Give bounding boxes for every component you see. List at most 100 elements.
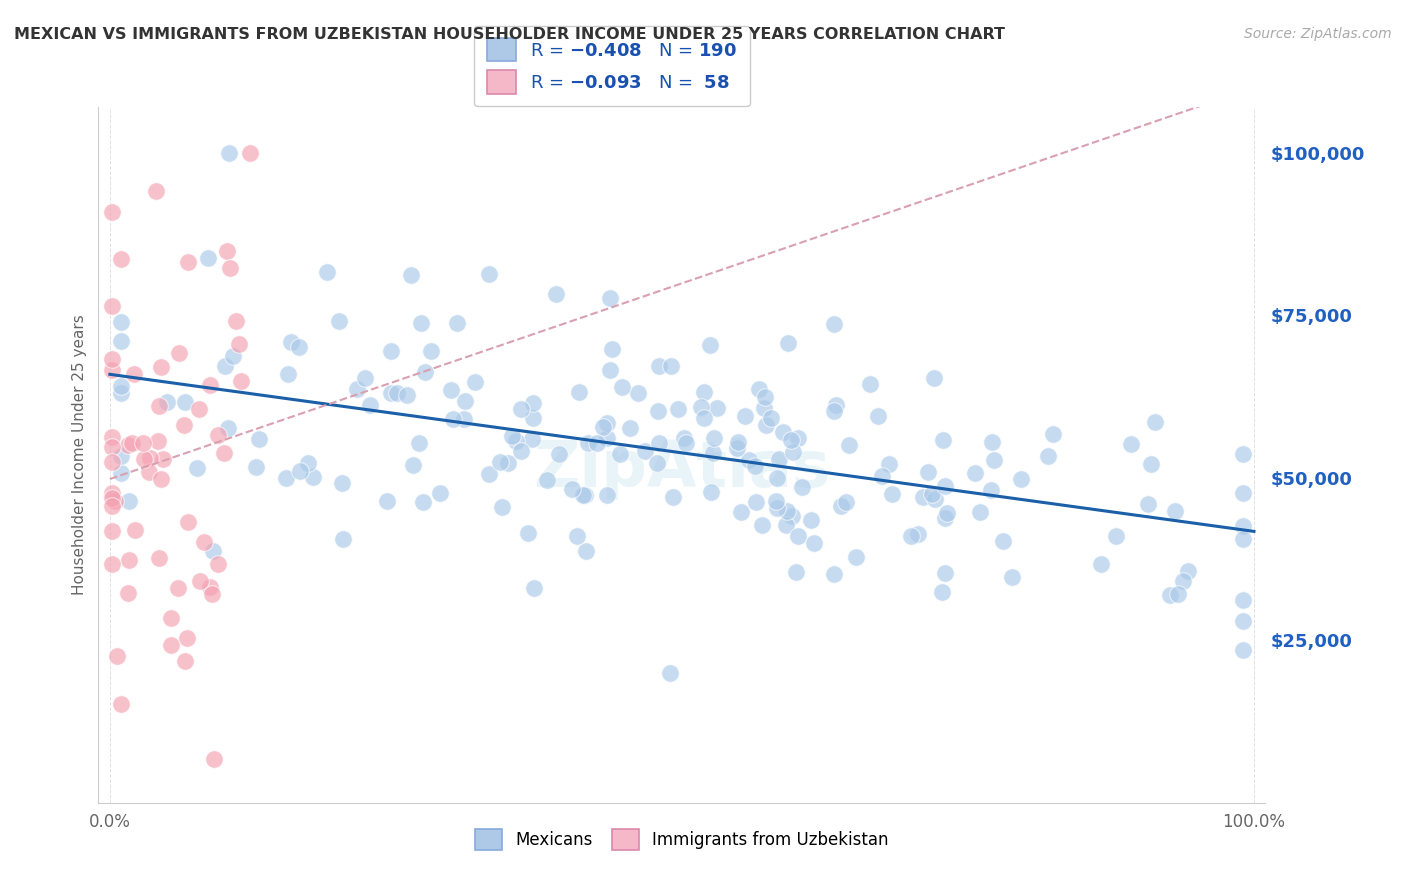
Point <box>785 565 807 579</box>
Point <box>214 446 236 460</box>
Point <box>218 145 240 160</box>
Point <box>207 428 229 442</box>
Point <box>105 648 128 663</box>
Point <box>786 431 808 445</box>
Point <box>983 453 1005 467</box>
Point <box>765 471 787 485</box>
Point <box>1171 574 1194 588</box>
Point <box>287 339 309 353</box>
Point <box>645 457 668 471</box>
Point <box>523 581 546 595</box>
Point <box>776 504 799 518</box>
Point <box>346 382 368 396</box>
Point <box>440 383 463 397</box>
Point <box>177 255 200 269</box>
Point <box>188 574 211 588</box>
Point <box>118 494 141 508</box>
Point <box>1144 415 1167 429</box>
Point <box>202 752 225 766</box>
Point <box>547 447 569 461</box>
Point <box>596 431 619 445</box>
Point <box>231 374 253 388</box>
Point <box>138 465 160 479</box>
Point <box>772 425 794 439</box>
Point <box>703 431 725 445</box>
Point <box>845 549 868 564</box>
Point <box>727 434 749 449</box>
Point <box>101 491 124 505</box>
Point <box>377 493 399 508</box>
Point <box>536 473 558 487</box>
Point <box>103 493 125 508</box>
Point <box>478 267 501 281</box>
Point <box>702 446 724 460</box>
Point <box>160 611 183 625</box>
Point <box>489 455 512 469</box>
Point <box>662 490 685 504</box>
Point <box>174 395 197 409</box>
Point <box>380 385 402 400</box>
Point <box>396 388 419 402</box>
Point <box>693 411 716 425</box>
Point <box>522 396 544 410</box>
Point <box>766 500 789 515</box>
Point <box>1140 457 1163 471</box>
Point <box>501 429 523 443</box>
Point <box>578 436 600 450</box>
Point <box>859 376 882 391</box>
Point <box>214 359 236 374</box>
Point <box>596 417 619 431</box>
Point <box>215 244 238 258</box>
Point <box>148 399 170 413</box>
Point <box>1090 557 1112 571</box>
Point <box>522 411 544 425</box>
Point <box>101 351 124 366</box>
Point <box>879 457 901 471</box>
Text: ZipAtlas: ZipAtlas <box>533 438 831 500</box>
Point <box>911 490 934 504</box>
Point <box>359 398 381 412</box>
Point <box>907 526 929 541</box>
Point <box>759 410 782 425</box>
Point <box>838 438 860 452</box>
Point <box>176 631 198 645</box>
Point <box>1232 519 1254 533</box>
Point <box>167 346 190 360</box>
Point <box>675 435 697 450</box>
Point <box>751 517 773 532</box>
Point <box>101 455 124 469</box>
Point <box>565 529 588 543</box>
Point <box>882 487 904 501</box>
Point <box>193 534 215 549</box>
Point <box>330 475 353 490</box>
Point <box>409 316 432 330</box>
Point <box>177 516 200 530</box>
Point <box>173 417 195 432</box>
Point <box>121 436 143 450</box>
Point <box>965 466 987 480</box>
Point <box>599 363 621 377</box>
Text: Source: ZipAtlas.com: Source: ZipAtlas.com <box>1244 27 1392 41</box>
Point <box>145 184 167 198</box>
Point <box>139 450 162 465</box>
Point <box>568 384 591 399</box>
Point <box>935 506 957 520</box>
Point <box>160 639 183 653</box>
Point <box>979 483 1001 498</box>
Point <box>725 441 748 455</box>
Legend: Mexicans, Immigrants from Uzbekistan: Mexicans, Immigrants from Uzbekistan <box>468 822 896 857</box>
Point <box>454 393 477 408</box>
Point <box>1177 565 1199 579</box>
Point <box>596 488 619 502</box>
Point <box>1232 592 1254 607</box>
Y-axis label: Householder Income Under 25 years: Householder Income Under 25 years <box>72 315 87 595</box>
Point <box>202 543 225 558</box>
Point <box>420 343 443 358</box>
Point <box>692 385 714 400</box>
Point <box>110 385 132 400</box>
Point <box>174 654 197 668</box>
Point <box>1042 426 1064 441</box>
Point <box>619 420 641 434</box>
Point <box>934 566 956 581</box>
Point <box>517 525 540 540</box>
